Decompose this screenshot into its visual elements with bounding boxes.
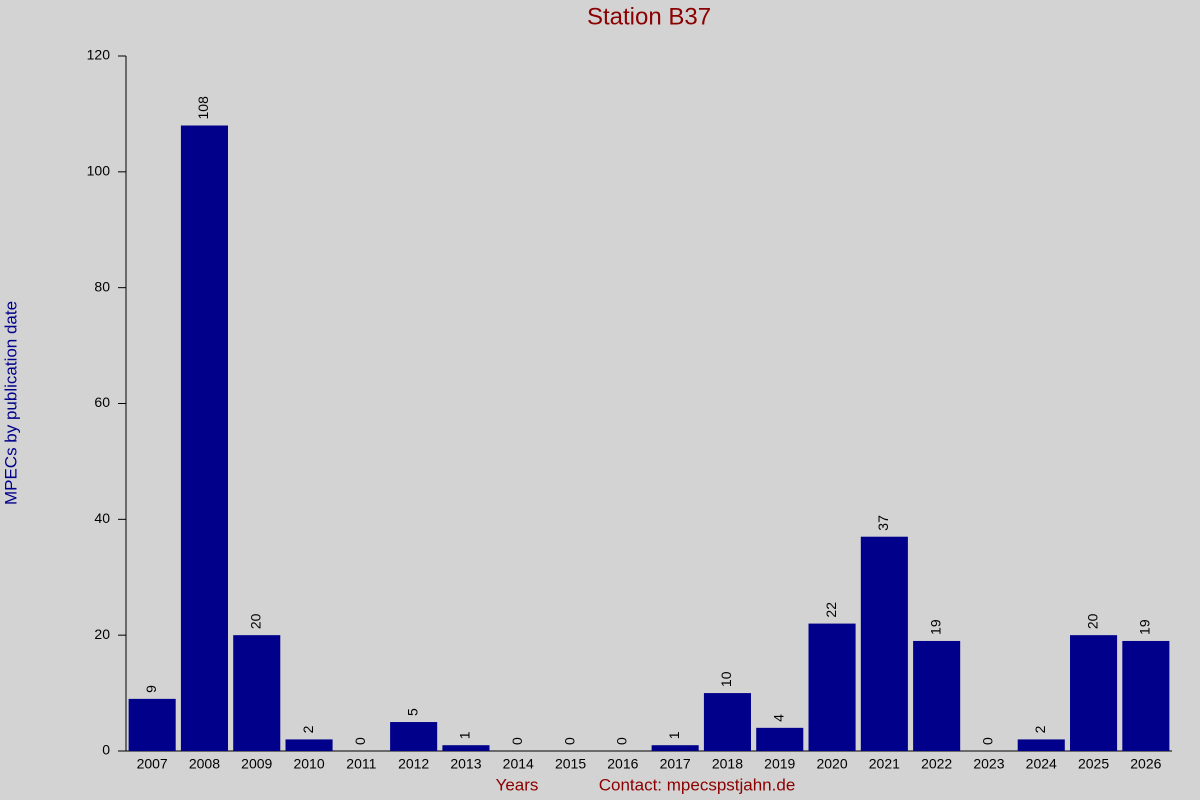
- x-tick-label: 2024: [1026, 756, 1057, 772]
- bar: [756, 727, 804, 751]
- x-tick-label: 2007: [137, 756, 168, 772]
- bar: [808, 623, 856, 751]
- bar: [128, 698, 176, 751]
- bar: [1070, 635, 1118, 751]
- value-label: 2: [300, 725, 316, 733]
- x-tick-label: 2011: [346, 756, 376, 772]
- x-tick-label: 2012: [398, 756, 429, 772]
- bar: [1017, 739, 1065, 751]
- bar: [1122, 640, 1170, 751]
- y-tick-label: 0: [102, 742, 110, 758]
- y-tick-label: 60: [94, 394, 110, 410]
- x-tick-label: 2009: [241, 756, 272, 772]
- x-tick-label: 2014: [503, 756, 534, 772]
- value-label: 0: [509, 737, 525, 745]
- x-tick-label: 2015: [555, 756, 586, 772]
- contact: Contact: mpecspstjahn.de: [599, 775, 796, 794]
- x-tick-label: 2020: [816, 756, 847, 772]
- value-label: 37: [875, 515, 891, 531]
- x-tick-label: 2013: [450, 756, 481, 772]
- value-label: 0: [561, 737, 577, 745]
- value-label: 19: [1137, 619, 1153, 635]
- y-axis-label: MPECs by publication date: [1, 301, 20, 505]
- value-label: 4: [770, 714, 786, 722]
- x-tick-label: 2017: [660, 756, 691, 772]
- chart-title: Station B37: [587, 3, 711, 30]
- value-label: 22: [823, 602, 839, 618]
- value-label: 10: [718, 671, 734, 687]
- value-label: 5: [404, 708, 420, 716]
- value-label: 0: [352, 737, 368, 745]
- value-label: 0: [980, 737, 996, 745]
- y-tick-label: 80: [94, 278, 110, 294]
- bar: [913, 640, 961, 751]
- value-label: 1: [666, 731, 682, 739]
- value-label: 1: [457, 731, 473, 739]
- value-label: 2: [1032, 725, 1048, 733]
- bar: [860, 536, 908, 751]
- value-label: 108: [195, 96, 211, 120]
- y-tick-label: 20: [94, 626, 110, 642]
- value-label: 0: [614, 737, 630, 745]
- bar: [651, 745, 699, 751]
- value-label: 20: [1084, 613, 1100, 629]
- x-tick-label: 2018: [712, 756, 743, 772]
- x-tick-label: 2025: [1078, 756, 1109, 772]
- x-tick-label: 2008: [189, 756, 220, 772]
- y-tick-label: 120: [87, 47, 111, 63]
- bar: [233, 635, 281, 751]
- bar: [390, 722, 438, 751]
- y-tick-label: 40: [94, 510, 110, 526]
- value-label: 9: [143, 685, 159, 693]
- x-tick-label: 2023: [973, 756, 1004, 772]
- x-tick-label: 2021: [869, 756, 900, 772]
- bar: [442, 745, 490, 751]
- x-axis-label: Years: [496, 775, 539, 794]
- x-tick-label: 2010: [293, 756, 324, 772]
- value-label: 19: [927, 619, 943, 635]
- value-label: 20: [247, 613, 263, 629]
- x-tick-label: 2016: [607, 756, 638, 772]
- bar: [180, 125, 228, 751]
- y-tick-label: 100: [87, 163, 111, 179]
- x-tick-label: 2026: [1130, 756, 1161, 772]
- x-tick-label: 2022: [921, 756, 952, 772]
- x-tick-label: 2019: [764, 756, 795, 772]
- bar: [285, 739, 333, 751]
- bar: [703, 693, 751, 751]
